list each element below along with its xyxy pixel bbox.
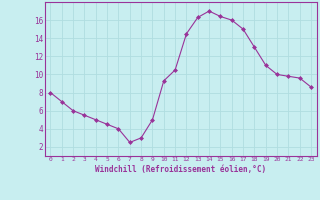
X-axis label: Windchill (Refroidissement éolien,°C): Windchill (Refroidissement éolien,°C): [95, 165, 266, 174]
